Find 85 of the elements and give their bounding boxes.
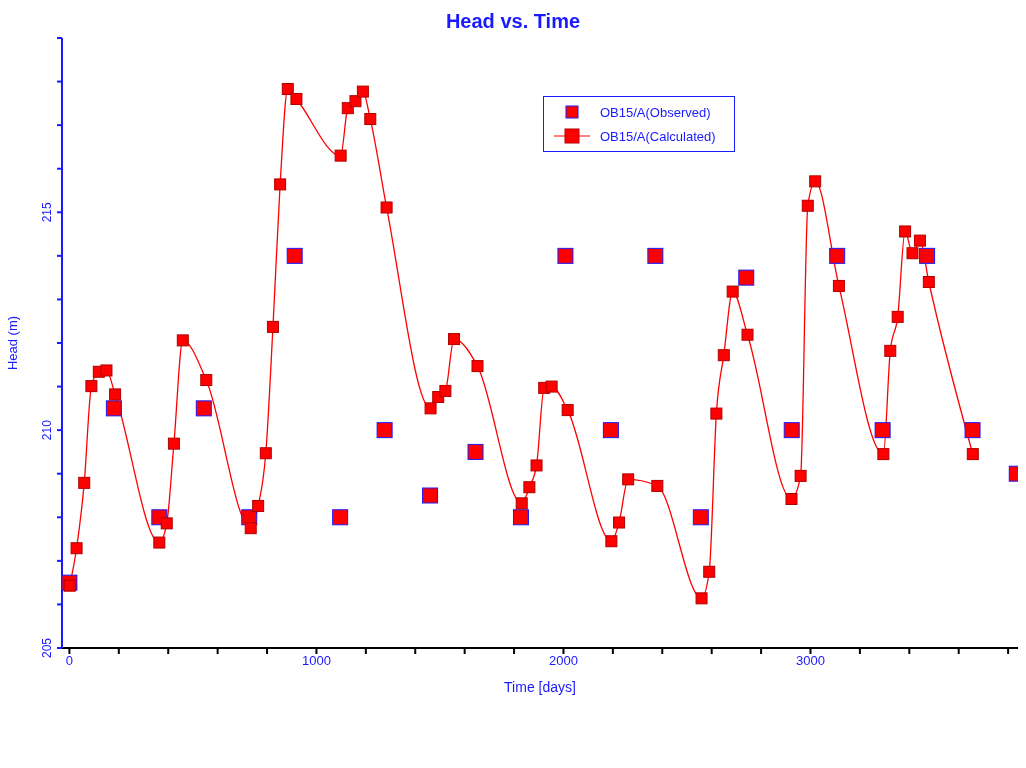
point xyxy=(160,517,173,530)
point xyxy=(919,247,936,264)
point xyxy=(964,422,981,439)
point xyxy=(332,509,349,526)
point xyxy=(832,279,845,292)
y-axis-title: Head (m) xyxy=(4,315,20,371)
point xyxy=(891,310,904,323)
point xyxy=(545,380,558,393)
y-tick-label: 215 xyxy=(40,201,54,223)
point xyxy=(523,481,536,494)
point xyxy=(266,320,279,333)
point xyxy=(906,247,919,260)
point xyxy=(899,225,912,238)
point xyxy=(290,93,303,105)
point xyxy=(281,82,294,95)
point xyxy=(530,459,543,472)
point xyxy=(512,509,529,526)
point xyxy=(741,328,754,341)
point xyxy=(877,448,890,461)
point xyxy=(422,487,439,504)
legend-label: OB15/A(Observed) xyxy=(600,104,711,120)
x-axis-title: Time [days] xyxy=(504,679,576,695)
point xyxy=(801,199,814,212)
point xyxy=(515,497,528,510)
x-tick-label: 2000 xyxy=(549,653,578,669)
chart-title: Head vs. Time xyxy=(444,10,582,33)
point xyxy=(200,374,213,387)
point xyxy=(922,276,935,288)
point xyxy=(364,113,377,126)
point xyxy=(244,522,257,535)
legend-label: OB15/A(Calculated) xyxy=(600,128,716,144)
point xyxy=(651,479,664,492)
point xyxy=(448,333,461,346)
point xyxy=(167,437,180,450)
point xyxy=(602,422,619,439)
point xyxy=(717,349,730,362)
point xyxy=(376,422,393,439)
x-tick-label: 3000 xyxy=(796,653,825,669)
point xyxy=(471,360,484,373)
point xyxy=(85,380,98,393)
point xyxy=(884,344,897,357)
point xyxy=(439,384,452,397)
point xyxy=(109,388,122,401)
point xyxy=(622,473,635,486)
point xyxy=(467,443,484,460)
point xyxy=(605,535,618,548)
point xyxy=(809,175,822,188)
point xyxy=(100,364,113,377)
point xyxy=(63,579,76,592)
point xyxy=(70,542,83,555)
point xyxy=(274,178,287,191)
y-tick-label: 210 xyxy=(40,419,54,441)
point xyxy=(380,201,393,214)
point xyxy=(176,334,189,347)
point xyxy=(783,422,800,439)
point xyxy=(424,402,437,415)
point xyxy=(874,422,891,439)
point xyxy=(966,448,979,461)
point xyxy=(334,149,347,162)
y-tick-label: 205 xyxy=(40,637,54,659)
point xyxy=(613,516,626,529)
point xyxy=(286,247,303,264)
point xyxy=(695,592,708,605)
point xyxy=(349,95,362,108)
point xyxy=(561,404,574,417)
point xyxy=(913,234,926,247)
x-tick-label: 0 xyxy=(65,653,74,669)
point xyxy=(356,85,369,98)
point xyxy=(557,247,574,264)
point xyxy=(703,565,716,578)
point xyxy=(252,499,265,512)
point xyxy=(794,469,807,482)
point xyxy=(195,400,212,417)
point xyxy=(829,247,846,264)
point xyxy=(738,269,755,286)
point xyxy=(785,492,798,505)
point xyxy=(726,285,739,298)
x-tick-label: 1000 xyxy=(301,653,331,669)
point xyxy=(105,400,122,417)
point xyxy=(78,476,91,489)
point xyxy=(259,447,272,460)
point xyxy=(647,247,664,264)
point xyxy=(710,407,723,420)
point xyxy=(692,509,709,526)
point xyxy=(153,536,166,549)
